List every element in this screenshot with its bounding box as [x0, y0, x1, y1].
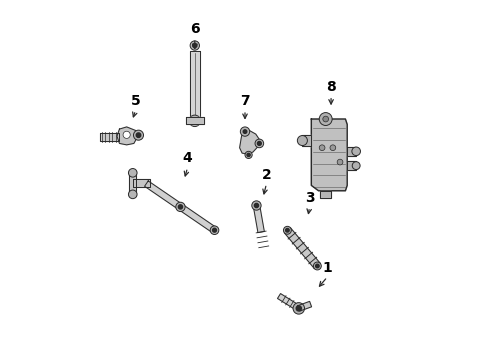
Text: 7: 7: [240, 94, 250, 108]
Circle shape: [176, 202, 185, 212]
Circle shape: [240, 127, 250, 136]
Circle shape: [314, 262, 321, 270]
Circle shape: [254, 203, 259, 208]
Circle shape: [257, 141, 261, 145]
Polygon shape: [347, 161, 356, 170]
Polygon shape: [133, 179, 150, 187]
Polygon shape: [240, 129, 260, 154]
Text: 3: 3: [305, 191, 315, 205]
Circle shape: [136, 133, 141, 138]
Circle shape: [293, 303, 304, 314]
Circle shape: [337, 159, 343, 165]
Text: 6: 6: [190, 22, 199, 36]
Circle shape: [128, 190, 137, 199]
Circle shape: [213, 228, 217, 232]
Text: 5: 5: [131, 94, 141, 108]
Circle shape: [316, 264, 319, 268]
Polygon shape: [320, 191, 331, 198]
Circle shape: [352, 162, 360, 170]
Circle shape: [192, 118, 197, 123]
Circle shape: [297, 135, 307, 145]
Circle shape: [128, 168, 137, 177]
Circle shape: [123, 131, 130, 138]
Circle shape: [255, 139, 264, 148]
Circle shape: [245, 151, 252, 158]
Circle shape: [319, 113, 332, 126]
Polygon shape: [302, 135, 311, 146]
Circle shape: [319, 145, 325, 150]
Circle shape: [243, 130, 247, 134]
Circle shape: [133, 130, 144, 140]
Circle shape: [210, 226, 219, 234]
Text: 8: 8: [326, 80, 336, 94]
Polygon shape: [347, 147, 356, 156]
Circle shape: [283, 226, 292, 234]
Circle shape: [252, 201, 261, 210]
Text: 2: 2: [262, 168, 271, 182]
Circle shape: [178, 205, 183, 209]
Polygon shape: [284, 228, 320, 269]
Text: 1: 1: [322, 261, 332, 275]
Text: 4: 4: [183, 152, 193, 166]
Circle shape: [323, 116, 329, 122]
Polygon shape: [117, 127, 139, 145]
Circle shape: [189, 115, 200, 127]
Polygon shape: [190, 51, 200, 117]
Circle shape: [330, 145, 336, 150]
Circle shape: [247, 153, 250, 157]
Polygon shape: [277, 294, 300, 311]
Circle shape: [193, 44, 197, 48]
Circle shape: [190, 41, 199, 50]
Polygon shape: [186, 117, 204, 125]
Polygon shape: [100, 133, 120, 141]
Circle shape: [296, 306, 301, 311]
Polygon shape: [253, 205, 264, 233]
Polygon shape: [298, 301, 312, 311]
Polygon shape: [311, 119, 347, 191]
Circle shape: [286, 229, 289, 232]
Polygon shape: [145, 181, 217, 233]
Circle shape: [352, 147, 361, 156]
Polygon shape: [129, 171, 136, 196]
